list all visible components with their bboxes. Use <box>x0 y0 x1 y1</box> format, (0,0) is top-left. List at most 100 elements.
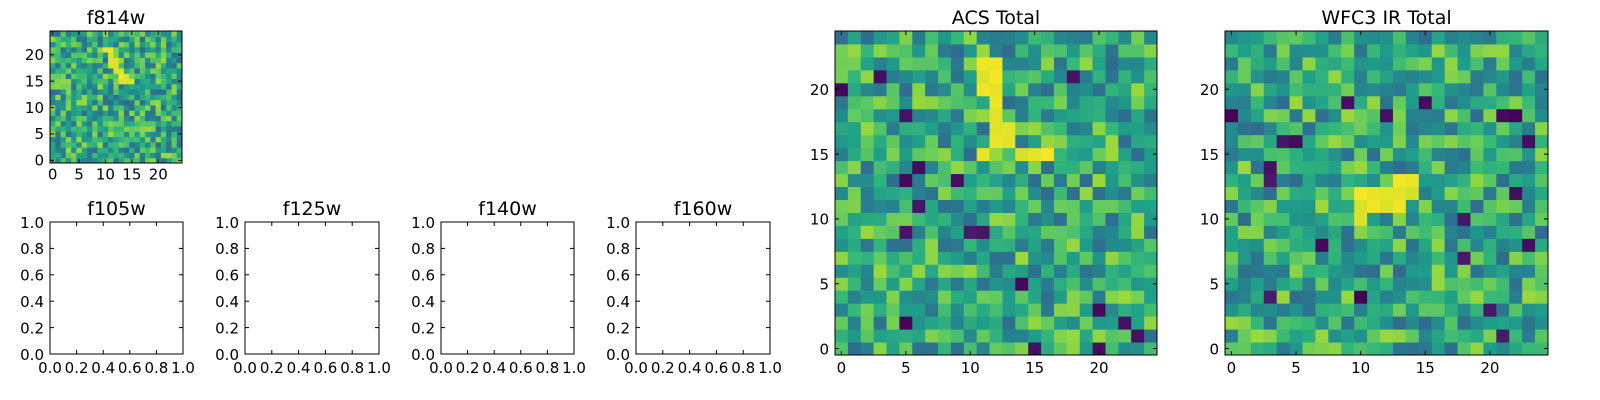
heatmap-cell <box>1015 108 1029 123</box>
heatmap-cell <box>102 115 109 122</box>
heatmap-cell <box>97 41 104 48</box>
heatmap-cell <box>166 131 172 138</box>
heatmap-cell <box>860 147 875 162</box>
heatmap-cell <box>1457 173 1471 188</box>
heatmap-cell <box>139 157 146 164</box>
heatmap-cell <box>1053 238 1068 252</box>
heatmap-cell <box>1079 329 1094 343</box>
heatmap-cell <box>1328 225 1342 239</box>
heatmap-cell <box>1470 251 1484 265</box>
heatmap-cell <box>1444 238 1459 252</box>
heatmap-cell <box>1483 303 1497 317</box>
heatmap-cell <box>976 238 991 252</box>
heatmap-cell <box>886 43 900 58</box>
heatmap-cell <box>1367 56 1381 71</box>
y-tick-label: 0.6 <box>411 267 435 285</box>
heatmap-cell <box>1066 173 1081 188</box>
heatmap-cell <box>925 108 939 123</box>
heatmap-cell <box>1470 69 1484 84</box>
heatmap-cell <box>989 342 1003 356</box>
heatmap-cell <box>81 104 88 111</box>
heatmap-cell <box>1276 173 1291 188</box>
heatmap-cell <box>1066 342 1081 356</box>
heatmap-cell <box>176 136 183 143</box>
heatmap-cell <box>171 83 178 90</box>
heatmap-cell <box>1079 173 1094 188</box>
heatmap-cell <box>1522 121 1536 136</box>
heatmap-cell <box>1315 264 1329 278</box>
heatmap-cell <box>886 251 900 265</box>
heatmap-cell <box>886 277 900 291</box>
heatmap-cell <box>1405 212 1420 226</box>
heatmap-cell <box>123 46 130 53</box>
heatmap-cell <box>1367 69 1381 84</box>
heatmap-cell <box>1250 173 1265 188</box>
heatmap-cell <box>1496 238 1510 252</box>
heatmap-cell <box>1354 69 1368 84</box>
heatmap-cell <box>118 115 125 122</box>
heatmap-cell <box>102 52 109 58</box>
heatmap-cell <box>118 99 125 106</box>
heatmap-cell <box>118 126 125 132</box>
heatmap-cell <box>55 94 62 101</box>
heatmap-cell <box>50 99 56 106</box>
heatmap-cell <box>1028 160 1042 175</box>
heatmap-cell <box>108 131 114 138</box>
heatmap-cell <box>950 251 965 265</box>
heatmap-cell <box>1302 277 1316 291</box>
heatmap-cell <box>171 126 178 132</box>
heatmap-cell <box>912 290 926 304</box>
y-tick-label: 5 <box>819 275 829 293</box>
heatmap-cell <box>1380 329 1394 343</box>
heatmap-cell <box>50 147 56 153</box>
heatmap-cell <box>50 126 56 132</box>
heatmap-cell <box>1380 212 1394 226</box>
heatmap-cell <box>113 89 120 95</box>
heatmap-cell <box>129 120 135 127</box>
heatmap-cell <box>1028 238 1042 252</box>
heatmap-cell <box>1522 316 1536 330</box>
heatmap-cell <box>1405 95 1420 110</box>
heatmap-cell <box>1041 82 1055 97</box>
heatmap-cell <box>847 134 862 149</box>
heatmap-cell <box>150 120 157 127</box>
heatmap-cell <box>150 115 157 122</box>
heatmap-cell <box>1354 31 1368 45</box>
x-tick-label: 0.2 <box>260 359 284 377</box>
x-tick-label: 1.0 <box>171 359 195 377</box>
heatmap-cell <box>963 56 978 71</box>
heatmap-cell <box>1341 95 1355 110</box>
heatmap-cell <box>1079 225 1094 239</box>
heatmap-cell <box>1444 121 1459 136</box>
heatmap-cell <box>150 136 157 143</box>
heatmap-cell <box>1392 277 1407 291</box>
heatmap-cell <box>1028 316 1042 330</box>
heatmap-cell <box>1496 277 1510 291</box>
heatmap-cell <box>938 277 952 291</box>
heatmap-cell <box>976 316 991 330</box>
heatmap-cell <box>1302 82 1316 97</box>
heatmap-cell <box>1496 82 1510 97</box>
heatmap-cell <box>145 41 151 48</box>
heatmap-cell <box>102 94 109 101</box>
heatmap-cell <box>1302 290 1316 304</box>
heatmap-cell <box>108 110 114 116</box>
heatmap-cell <box>1131 69 1145 84</box>
heatmap-cell <box>1237 238 1252 252</box>
heatmap-cell <box>989 186 1003 200</box>
heatmap-cell <box>1380 108 1394 123</box>
heatmap-cell <box>50 46 56 53</box>
heatmap-cell <box>1237 342 1252 356</box>
heatmap-cell <box>925 342 939 356</box>
heatmap-cell <box>92 115 99 122</box>
heatmap-cell <box>976 290 991 304</box>
heatmap-cell <box>1431 95 1446 110</box>
heatmap-cell <box>860 56 875 71</box>
heatmap-cell <box>1405 277 1420 291</box>
heatmap-cell <box>155 147 162 153</box>
heatmap-cell <box>139 141 146 148</box>
heatmap-cell <box>108 73 114 80</box>
heatmap-cell <box>1131 173 1145 188</box>
heatmap-cell <box>1380 238 1394 252</box>
heatmap-cell <box>938 342 952 356</box>
